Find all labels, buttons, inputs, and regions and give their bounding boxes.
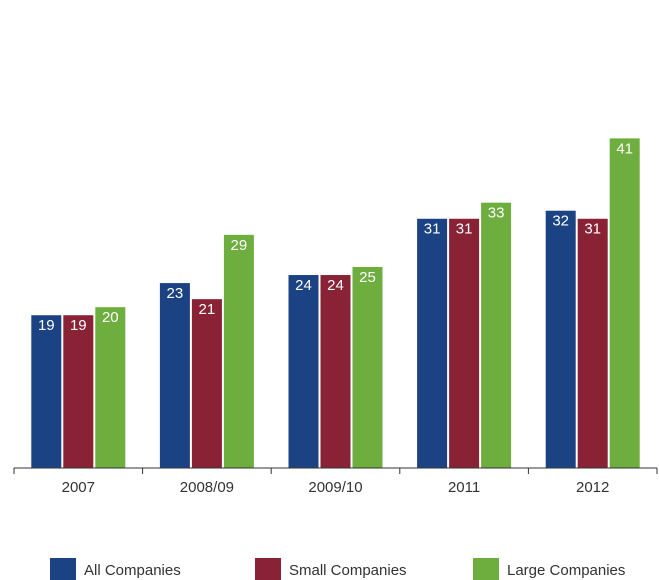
legend-swatch: [255, 558, 281, 580]
value-label: 23: [167, 285, 184, 302]
bar: [191, 299, 222, 468]
value-label: 20: [102, 309, 119, 326]
bar: [545, 210, 576, 468]
value-label: 41: [616, 140, 633, 157]
legend-label: Large Companies: [507, 562, 625, 579]
bar: [449, 218, 480, 468]
bar: [481, 202, 512, 468]
bar: [352, 267, 383, 468]
value-label: 31: [424, 221, 441, 238]
value-label: 21: [199, 301, 216, 318]
value-label: 19: [70, 317, 87, 334]
value-label: 29: [231, 237, 248, 254]
bar: [577, 218, 608, 468]
bar: [320, 275, 351, 468]
value-label: 33: [488, 205, 505, 222]
bar: [417, 218, 448, 468]
bar: [95, 307, 126, 468]
x-tick-label: 2011: [448, 479, 480, 496]
value-label: 32: [552, 213, 569, 230]
bar: [159, 283, 190, 468]
value-label: 31: [584, 221, 601, 238]
bar: [63, 315, 94, 468]
bar: [288, 275, 319, 468]
legend-swatch: [50, 558, 76, 580]
x-tick-label: 2009/10: [308, 479, 362, 496]
bar: [223, 234, 254, 468]
value-label: 24: [295, 277, 312, 294]
bar: [609, 138, 640, 469]
bar: [31, 315, 62, 468]
legend-swatch: [473, 558, 499, 580]
value-label: 31: [456, 221, 473, 238]
value-label: 25: [359, 269, 376, 286]
legend-label: Small Companies: [289, 562, 407, 579]
x-tick-label: 2008/09: [180, 479, 234, 496]
value-label: 24: [327, 277, 344, 294]
value-label: 19: [38, 317, 55, 334]
x-tick-label: 2007: [62, 479, 95, 496]
legend-label: All Companies: [84, 562, 181, 579]
x-tick-label: 2012: [576, 479, 609, 496]
